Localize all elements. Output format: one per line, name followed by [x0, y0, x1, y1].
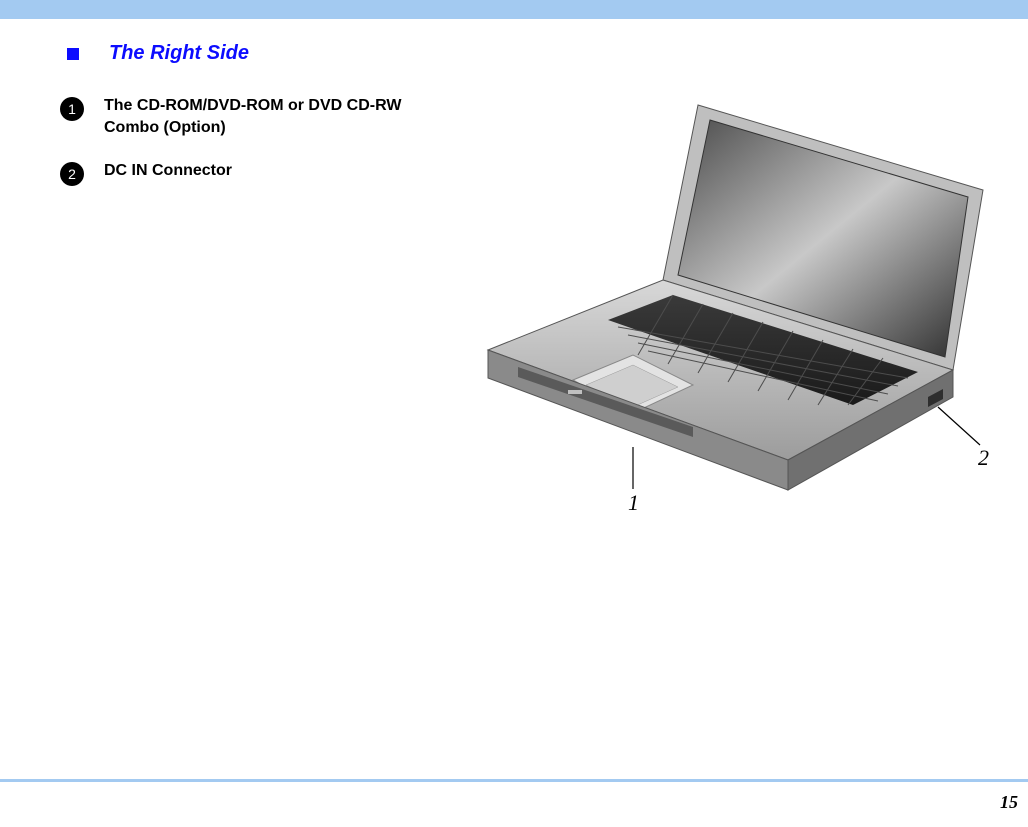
callout-badge-number: 2: [68, 166, 76, 182]
laptop-illustration-icon: 1 2: [458, 95, 998, 515]
page-number: 15: [1000, 792, 1018, 813]
list-item: 2 DC IN Connector: [60, 160, 430, 186]
callout-list: 1 The CD-ROM/DVD-ROM or DVD CD-RW Combo …: [60, 95, 430, 206]
callout-text: The CD-ROM/DVD-ROM or DVD CD-RW Combo (O…: [104, 95, 430, 140]
section-heading-row: The Right Side: [67, 42, 249, 65]
figure-callout-2: 2: [978, 445, 989, 470]
callout-badge-number: 1: [68, 101, 76, 117]
callout-badge-1: 1: [60, 97, 84, 121]
square-bullet-icon: [67, 48, 79, 60]
top-header-bar: [0, 0, 1028, 19]
list-item: 1 The CD-ROM/DVD-ROM or DVD CD-RW Combo …: [60, 95, 430, 140]
figure-callout-1: 1: [628, 490, 639, 515]
callout-badge-2: 2: [60, 162, 84, 186]
section-heading: The Right Side: [109, 42, 249, 65]
laptop-figure: 1 2: [458, 95, 998, 515]
bottom-rule: [0, 779, 1028, 782]
callout-text: DC IN Connector: [104, 160, 232, 182]
